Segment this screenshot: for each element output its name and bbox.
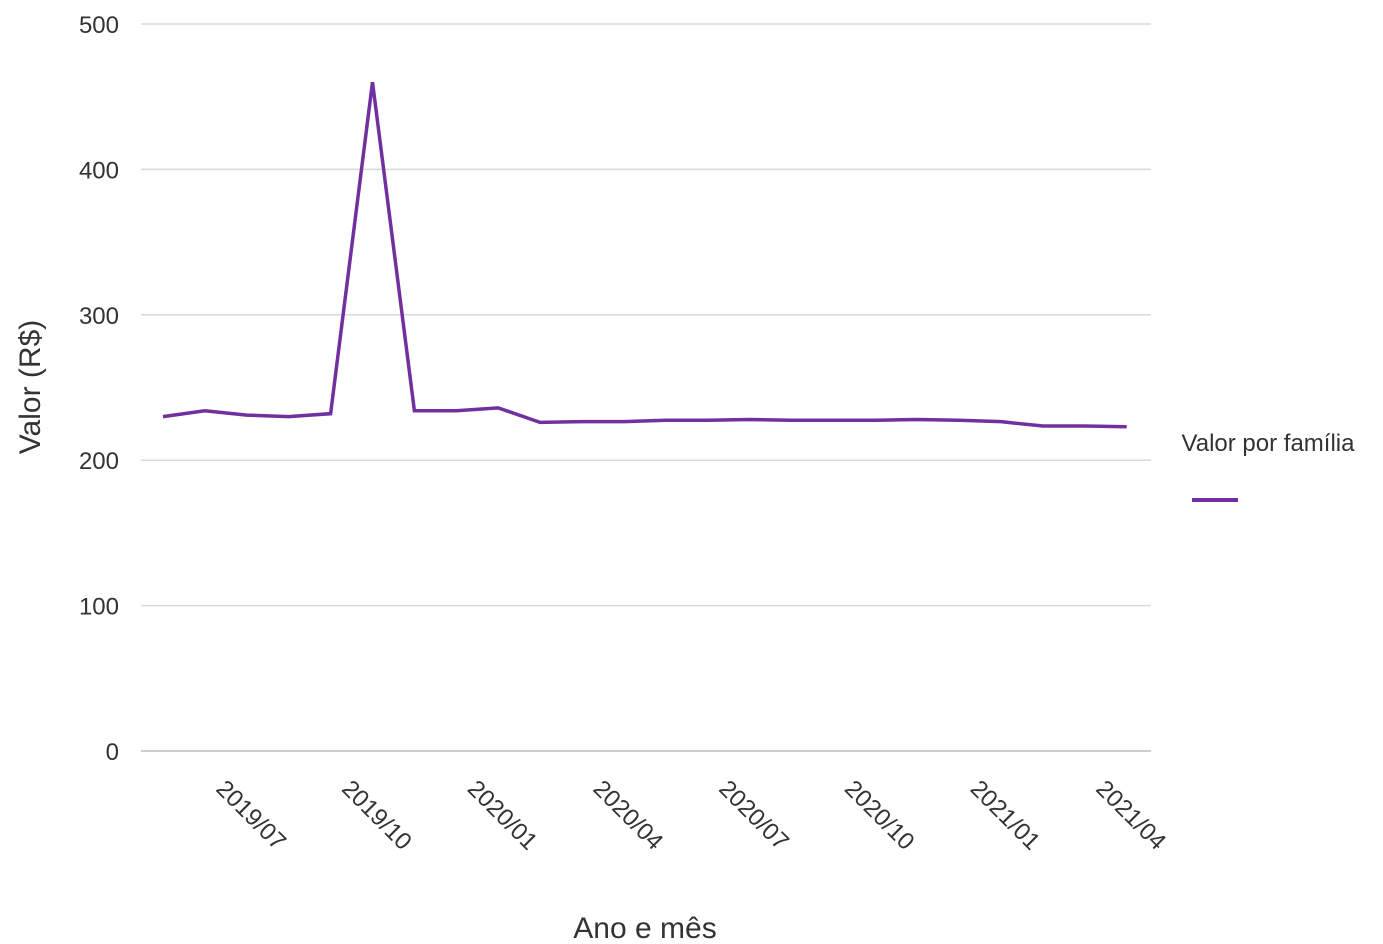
y-tick-label: 0: [106, 739, 119, 766]
y-tick-label: 300: [79, 303, 119, 330]
series-line: [162, 81, 1127, 429]
y-tick-labels: 0 100 200 300 400 500: [79, 12, 119, 766]
x-tick-label: 2020/10: [839, 775, 919, 855]
legend-title: Valor por família: [1182, 430, 1356, 457]
x-tick-labels: 2019/07 2019/10 2020/01 2020/04 2020/07 2020/…: [211, 775, 1171, 855]
legend: Valor por família: [1182, 430, 1356, 502]
series-lines: [162, 81, 1127, 429]
x-tick-label: 2019/07: [211, 775, 291, 855]
gridlines: [141, 23, 1151, 752]
x-tick-label: 2021/01: [965, 775, 1045, 855]
y-axis-title: Valor (R$): [14, 320, 47, 454]
x-tick-label: 2020/01: [462, 775, 542, 855]
x-tick-label: 2020/07: [713, 775, 793, 855]
y-tick-label: 400: [79, 157, 119, 184]
x-tick-label: 2020/04: [588, 775, 668, 855]
y-tick-label: 200: [79, 448, 119, 475]
y-tick-label: 100: [79, 594, 119, 621]
x-axis-title: Ano e mês: [573, 912, 716, 944]
x-tick-label: 2021/04: [1091, 775, 1171, 855]
x-tick-label: 2019/10: [336, 775, 416, 855]
y-tick-label: 500: [79, 12, 119, 39]
